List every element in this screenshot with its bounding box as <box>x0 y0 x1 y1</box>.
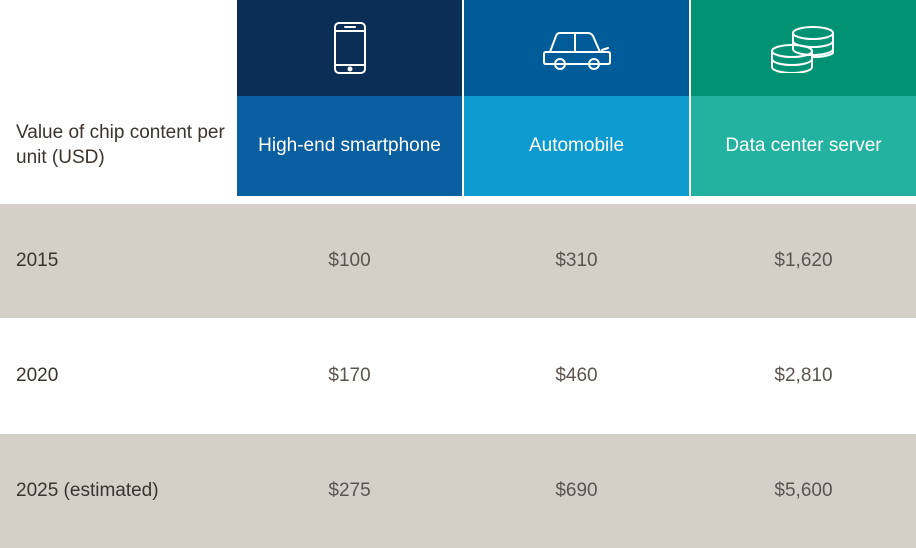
cell-value: $460 <box>555 365 597 387</box>
row-label: 2015 <box>16 250 58 272</box>
row-separator <box>0 426 916 434</box>
col-smartphone-label-cell: High-end smartphone <box>237 96 462 196</box>
cell-value: $310 <box>555 250 597 272</box>
cell-value: $2,810 <box>774 365 832 387</box>
cell-value: $1,620 <box>774 250 832 272</box>
row-separator <box>0 196 916 204</box>
table-row: 2025 (estimated) $275 $690 $5,600 <box>0 434 916 548</box>
col-server-icon-cell <box>691 0 916 96</box>
coins-icon <box>768 23 838 73</box>
row-separator <box>0 318 916 326</box>
col-automobile-icon-cell <box>464 0 689 96</box>
cell-value: $275 <box>328 480 370 502</box>
col-smartphone-label: High-end smartphone <box>238 134 461 159</box>
col-server-label: Data center server <box>705 134 901 159</box>
header-blank <box>0 0 237 96</box>
row-label: 2020 <box>16 365 58 387</box>
car-icon <box>542 26 612 70</box>
cell-value: $690 <box>555 480 597 502</box>
table-title: Value of chip content per unit (USD) <box>16 121 237 170</box>
table-title-cell: Value of chip content per unit (USD) <box>0 96 237 196</box>
col-automobile-label: Automobile <box>509 134 644 159</box>
cell-value: $100 <box>328 250 370 272</box>
col-server-label-cell: Data center server <box>691 96 916 196</box>
cell-value: $5,600 <box>774 480 832 502</box>
header-icon-row <box>0 0 916 96</box>
col-automobile-label-cell: Automobile <box>464 96 689 196</box>
col-smartphone-icon-cell <box>237 0 462 96</box>
chip-content-table: Value of chip content per unit (USD) Hig… <box>0 0 916 548</box>
table-row: 2020 $170 $460 $2,810 <box>0 326 916 426</box>
table-row: 2015 $100 $310 $1,620 <box>0 204 916 318</box>
smartphone-icon <box>333 21 367 75</box>
header-label-row: Value of chip content per unit (USD) Hig… <box>0 96 916 196</box>
cell-value: $170 <box>328 365 370 387</box>
row-label: 2025 (estimated) <box>16 480 159 502</box>
